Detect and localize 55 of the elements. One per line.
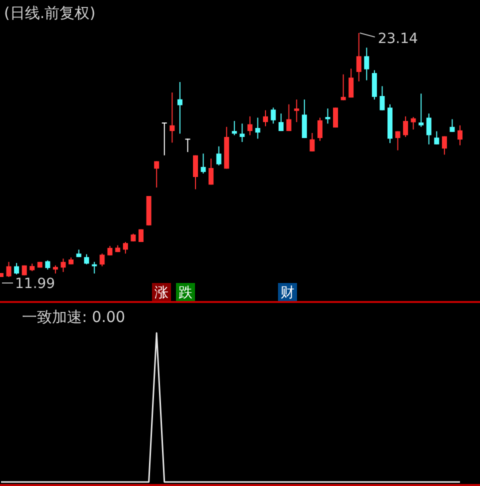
candlestick xyxy=(185,138,190,153)
candlestick xyxy=(294,99,300,123)
candlestick xyxy=(263,110,268,127)
candlestick xyxy=(302,99,307,139)
candlestick xyxy=(403,116,408,138)
candlestick xyxy=(45,260,50,270)
candlestick xyxy=(84,254,90,265)
candlestick xyxy=(14,262,20,275)
candlestick xyxy=(410,116,416,130)
candlestick xyxy=(325,108,330,124)
candlestick xyxy=(333,107,338,128)
candlestick xyxy=(247,116,252,136)
candlestick xyxy=(458,124,462,146)
candlestick xyxy=(92,261,97,274)
candlestick xyxy=(240,123,245,142)
candlestick xyxy=(442,136,447,156)
chart-title: 一致加速: 0.00 xyxy=(22,308,126,326)
candlestick xyxy=(200,153,206,174)
candlestick xyxy=(286,104,292,132)
candlestick xyxy=(208,158,214,186)
text: 跌 xyxy=(178,285,192,301)
candlestick xyxy=(255,117,260,140)
candlestick xyxy=(216,146,222,166)
annotation: 11.99 xyxy=(15,276,56,292)
candlestick xyxy=(356,32,362,82)
candlestick xyxy=(278,113,284,132)
candlestick xyxy=(380,86,385,111)
candlestick xyxy=(107,245,112,256)
candlestick xyxy=(122,241,128,254)
candlestick xyxy=(372,70,377,100)
candlestick xyxy=(340,74,346,101)
candlestick xyxy=(162,122,167,156)
candlestick xyxy=(450,118,455,132)
candlestick xyxy=(270,107,276,124)
candlestick xyxy=(154,160,160,188)
candlestick xyxy=(170,92,175,144)
candlestick xyxy=(192,154,198,190)
candlestick xyxy=(177,82,182,134)
candlestick xyxy=(138,228,144,242)
candlestick xyxy=(418,93,424,128)
chart-title: (日线.前复权) xyxy=(4,4,96,22)
candlestick xyxy=(317,117,322,142)
text: 涨 xyxy=(154,285,168,301)
candlestick xyxy=(60,258,66,272)
candlestick xyxy=(395,130,400,151)
annotation: 23.14 xyxy=(378,31,418,47)
candlestick xyxy=(426,113,432,145)
candlestick xyxy=(310,132,315,152)
candlestick xyxy=(434,130,440,145)
candlestick xyxy=(232,120,237,136)
candlestick xyxy=(348,68,354,98)
candlestick xyxy=(100,253,105,267)
text: 财 xyxy=(280,285,294,301)
candlestick xyxy=(364,47,370,81)
candlestick xyxy=(6,261,12,278)
